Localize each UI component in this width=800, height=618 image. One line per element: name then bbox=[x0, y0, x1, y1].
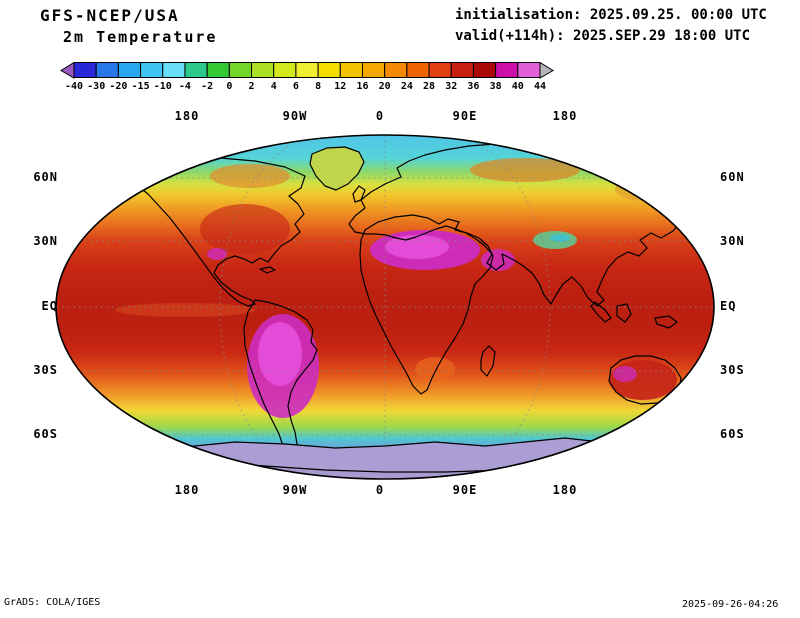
colorbar-tick: 12 bbox=[334, 81, 347, 92]
variable-name: 2m Temperature bbox=[63, 28, 218, 46]
colorbar-tick: 40 bbox=[511, 81, 524, 92]
colorbar-tick: 20 bbox=[378, 81, 391, 92]
world-temperature-map bbox=[55, 134, 715, 480]
lat-label-right: 60S bbox=[720, 427, 745, 441]
grid-lines bbox=[57, 135, 713, 479]
colorbar-tick: 44 bbox=[533, 81, 547, 92]
colorbar-tick: 38 bbox=[489, 81, 502, 92]
valid-time: valid(+114h): 2025.SEP.29 18:00 UTC bbox=[455, 28, 751, 44]
colorbar-tick: 8 bbox=[315, 81, 322, 92]
colorbar-tick: 16 bbox=[356, 81, 369, 92]
colorbar-tick: 0 bbox=[226, 81, 233, 92]
colorbar-tick: 32 bbox=[445, 81, 458, 92]
lat-label-left: 30S bbox=[33, 363, 58, 377]
lon-label-bottom: 180 bbox=[174, 483, 200, 497]
continent-outlines bbox=[134, 142, 713, 473]
lon-label-bottom: 90W bbox=[282, 483, 308, 497]
colorbar-ticks: -40 -30 -20 -15 -10 -4 -2 0 2 4 6 8 12 16 20 24 28 32 36 38… bbox=[60, 81, 554, 94]
colorbar-tick: -30 bbox=[87, 81, 106, 92]
grads-credit: GrADS: COLA/IGES bbox=[4, 597, 101, 608]
lon-label-top: 90W bbox=[282, 109, 308, 123]
init-time: initialisation: 2025.09.25. 00:00 UTC bbox=[455, 7, 767, 23]
lon-label-top: 180 bbox=[174, 109, 200, 123]
lat-label-right: EQ bbox=[720, 299, 737, 313]
creation-timestamp: 2025-09-26-04:26 bbox=[682, 599, 779, 610]
lon-label-top: 90E bbox=[452, 109, 478, 123]
colorbar-tick: 36 bbox=[467, 81, 480, 92]
model-name: GFS-NCEP/USA bbox=[40, 6, 180, 25]
colorbar-tick: 6 bbox=[292, 81, 299, 92]
lon-label-bottom: 0 bbox=[375, 483, 385, 497]
lon-label-top: 180 bbox=[552, 109, 578, 123]
lat-label-left: 60N bbox=[33, 170, 58, 184]
colorbar-tick: 2 bbox=[248, 81, 255, 92]
lon-label-bottom: 180 bbox=[552, 483, 578, 497]
colorbar-tick: 28 bbox=[423, 81, 436, 92]
colorbar bbox=[60, 62, 554, 79]
lat-label-left: 60S bbox=[33, 427, 58, 441]
lat-label-right: 30S bbox=[720, 363, 745, 377]
lon-label-top: 0 bbox=[375, 109, 385, 123]
lat-label-left: EQ bbox=[41, 299, 58, 313]
colorbar-tick: -40 bbox=[64, 81, 84, 92]
colorbar-tick: -20 bbox=[109, 81, 128, 92]
map-svg bbox=[55, 134, 715, 480]
colorbar-tick: 24 bbox=[400, 81, 413, 92]
map-boundary bbox=[55, 134, 715, 480]
lat-label-left: 30N bbox=[33, 234, 58, 248]
colorbar-tick: -2 bbox=[201, 81, 214, 92]
colorbar-tick: -10 bbox=[153, 81, 172, 92]
colorbar-tick: -4 bbox=[178, 81, 191, 92]
lat-label-right: 60N bbox=[720, 170, 745, 184]
colorbar-tick: -15 bbox=[131, 81, 150, 92]
colorbar-tick: 4 bbox=[270, 81, 277, 92]
lon-label-bottom: 90E bbox=[452, 483, 478, 497]
lat-label-right: 30N bbox=[720, 234, 745, 248]
